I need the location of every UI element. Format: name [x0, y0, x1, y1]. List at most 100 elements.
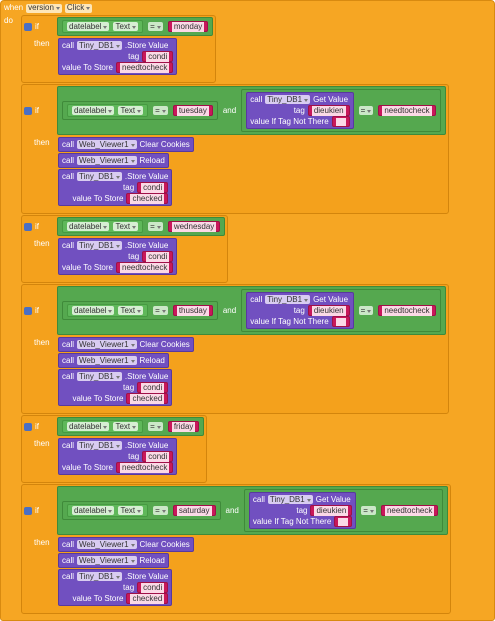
text-value-empty[interactable]	[335, 117, 346, 126]
if-block[interactable]: if datelabel Text = thusday and call Tiny_DB1 Ge…	[21, 284, 449, 414]
logic-block[interactable]: datelabel Text = thusday and call Tiny_DB1 Get …	[57, 286, 446, 335]
text-block[interactable]: needtocheck	[378, 305, 436, 316]
call-block[interactable]: call Tiny_DB1 Get Value tag dieukien value If…	[246, 292, 354, 329]
text-value[interactable]: saturday	[176, 505, 212, 516]
event-dropdown[interactable]: Click	[64, 3, 93, 13]
component-dropdown[interactable]: Tiny_DB1	[77, 241, 122, 250]
if-block[interactable]: if datelabel Text = wednesday then call Tiny_DB…	[21, 215, 229, 283]
property-getter[interactable]: datelabel Text	[67, 504, 149, 517]
component-dropdown[interactable]: Tiny_DB1	[265, 295, 311, 304]
call-block[interactable]: call Tiny_DB1 .Store Value tag condi value To…	[58, 369, 173, 406]
compare-block[interactable]: call Tiny_DB1 Get Value tag dieukien value If…	[243, 489, 444, 532]
if-block[interactable]: if datelabel Text = saturday and call Tiny_DB1 G…	[21, 484, 452, 614]
text-block[interactable]	[331, 316, 350, 327]
text-value[interactable]: needtocheck	[120, 262, 170, 273]
property-dropdown[interactable]: Text	[113, 22, 139, 31]
text-block[interactable]: condi	[142, 251, 174, 262]
mutator-icon[interactable]	[24, 422, 32, 431]
text-value[interactable]: tuesday	[176, 105, 209, 116]
text-block[interactable]: condi	[142, 451, 174, 462]
component-dropdown[interactable]: Web_Viewer1	[77, 340, 137, 349]
text-block[interactable]: dieukien	[307, 305, 350, 316]
property-getter[interactable]: datelabel Text	[67, 104, 149, 117]
component-dropdown[interactable]: Web_Viewer1	[77, 356, 137, 365]
text-block[interactable]: dieukien	[307, 105, 350, 116]
text-block[interactable]: condi	[137, 182, 169, 193]
property-getter[interactable]: datelabel Text	[62, 220, 144, 233]
mutator-icon[interactable]	[24, 306, 32, 315]
text-block[interactable]: checked	[126, 393, 169, 404]
component-dropdown[interactable]: Tiny_DB1	[265, 95, 311, 104]
text-value[interactable]: dieukien	[314, 505, 349, 516]
call-block[interactable]: call Tiny_DB1 .Store Value tag condi value To…	[58, 569, 173, 606]
component-dropdown[interactable]: Web_Viewer1	[77, 140, 137, 149]
logic-block[interactable]: datelabel Text = saturday and call Tiny_DB1 Get…	[57, 486, 449, 535]
call-block[interactable]: call Tiny_DB1 .Store Value tag condi value To…	[58, 38, 178, 75]
operator-dropdown[interactable]: =	[148, 422, 163, 431]
component-dropdown[interactable]: datelabel	[67, 222, 110, 231]
component-dropdown[interactable]: datelabel	[72, 306, 115, 315]
compare-block[interactable]: call Tiny_DB1 Get Value tag dieukien value If…	[241, 289, 441, 332]
text-value[interactable]: condi	[146, 51, 170, 62]
text-value[interactable]: checked	[130, 593, 165, 604]
property-dropdown[interactable]: Text	[118, 306, 144, 315]
component-dropdown[interactable]: Web_Viewer1	[77, 156, 137, 165]
call-block[interactable]: call Tiny_DB1 .Store Value tag condi value To…	[58, 238, 178, 275]
compare-block[interactable]: datelabel Text = friday	[57, 417, 205, 436]
component-dropdown[interactable]: datelabel	[67, 22, 110, 31]
text-value[interactable]: needtocheck	[120, 62, 170, 73]
component-dropdown[interactable]: datelabel	[67, 422, 110, 431]
mutator-icon[interactable]	[24, 506, 32, 515]
text-block[interactable]: wednesday	[167, 221, 221, 232]
property-dropdown[interactable]: Text	[118, 106, 144, 115]
call-block[interactable]: call Web_Viewer1 Reload	[58, 553, 169, 568]
text-block[interactable]: tuesday	[172, 105, 213, 116]
text-block[interactable]: checked	[126, 193, 169, 204]
component-dropdown[interactable]: version	[26, 3, 62, 13]
text-value[interactable]: checked	[130, 193, 165, 204]
component-dropdown[interactable]: Tiny_DB1	[77, 172, 122, 181]
property-getter[interactable]: datelabel Text	[62, 20, 144, 33]
if-block[interactable]: if datelabel Text = tuesday and call Tiny_DB1 Ge…	[21, 84, 449, 214]
component-dropdown[interactable]: Web_Viewer1	[77, 556, 137, 565]
text-value-empty[interactable]	[338, 517, 349, 526]
text-value[interactable]: dieukien	[311, 305, 346, 316]
text-value[interactable]: needtocheck	[382, 105, 432, 116]
compare-block[interactable]: datelabel Text = saturday	[62, 501, 221, 520]
call-block[interactable]: call Web_Viewer1 Reload	[58, 353, 169, 368]
call-block[interactable]: call Web_Viewer1 Clear Cookies	[58, 537, 194, 552]
text-value[interactable]: wednesday	[171, 221, 217, 232]
operator-dropdown[interactable]: =	[148, 22, 163, 31]
compare-block[interactable]: datelabel Text = wednesday	[57, 217, 226, 236]
call-block[interactable]: call Tiny_DB1 Get Value tag dieukien value If…	[246, 92, 354, 129]
text-block[interactable]: needtocheck	[116, 262, 174, 273]
text-block[interactable]: needtocheck	[380, 505, 439, 516]
text-value[interactable]: checked	[130, 393, 165, 404]
text-block[interactable]: thusday	[172, 305, 213, 316]
call-block[interactable]: call Web_Viewer1 Clear Cookies	[58, 337, 194, 352]
compare-block[interactable]: datelabel Text = monday	[57, 17, 214, 36]
compare-block[interactable]: call Tiny_DB1 Get Value tag dieukien value If…	[241, 89, 441, 132]
text-block[interactable]: needtocheck	[116, 62, 174, 73]
property-dropdown[interactable]: Text	[118, 506, 144, 515]
operator-dropdown[interactable]: =	[153, 506, 168, 515]
text-value-empty[interactable]	[335, 317, 346, 326]
component-dropdown[interactable]: Tiny_DB1	[77, 372, 122, 381]
logic-block[interactable]: datelabel Text = tuesday and call Tiny_DB1 Get …	[57, 86, 446, 135]
call-block[interactable]: call Tiny_DB1 .Store Value tag condi value To…	[58, 438, 178, 475]
operator-dropdown[interactable]: =	[358, 106, 374, 115]
property-getter[interactable]: datelabel Text	[67, 304, 149, 317]
call-block[interactable]: call Web_Viewer1 Clear Cookies	[58, 137, 194, 152]
component-dropdown[interactable]: datelabel	[72, 106, 115, 115]
text-value[interactable]: needtocheck	[120, 462, 170, 473]
text-value[interactable]: condi	[146, 451, 170, 462]
text-value[interactable]: condi	[146, 251, 170, 262]
text-block[interactable]: condi	[142, 51, 174, 62]
mutator-icon[interactable]	[24, 222, 32, 231]
operator-dropdown[interactable]: =	[153, 306, 168, 315]
text-value[interactable]: condi	[141, 182, 165, 193]
text-block[interactable]: needtocheck	[116, 462, 174, 473]
compare-block[interactable]: datelabel Text = thusday	[62, 301, 218, 320]
text-block[interactable]: monday	[167, 21, 209, 32]
